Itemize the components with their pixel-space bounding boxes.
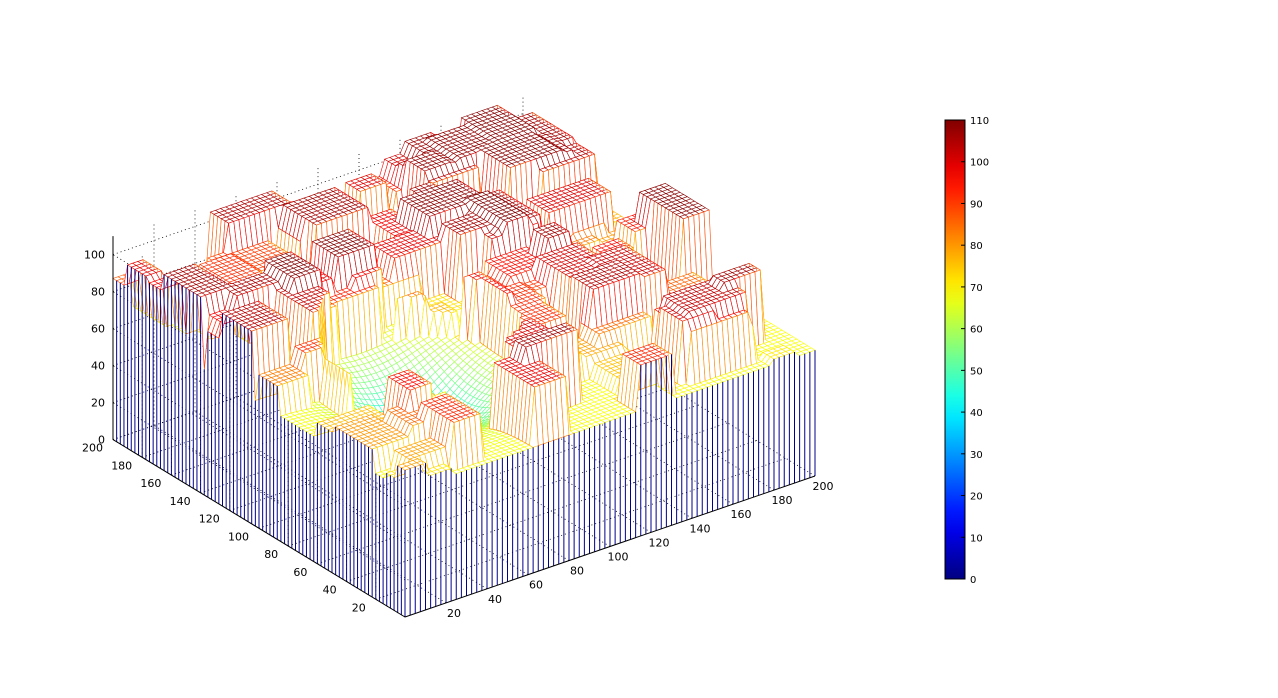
grid-line (194, 411, 488, 590)
grid-line (112, 328, 406, 507)
grid-line (112, 365, 406, 544)
grid-line (375, 457, 786, 600)
surface-mesh (112, 104, 816, 617)
grid-line (288, 404, 699, 547)
grid-line (112, 113, 524, 255)
grid-line (112, 402, 406, 581)
axes-3d: 2040608010012014016018020020406080100120… (82, 95, 834, 620)
